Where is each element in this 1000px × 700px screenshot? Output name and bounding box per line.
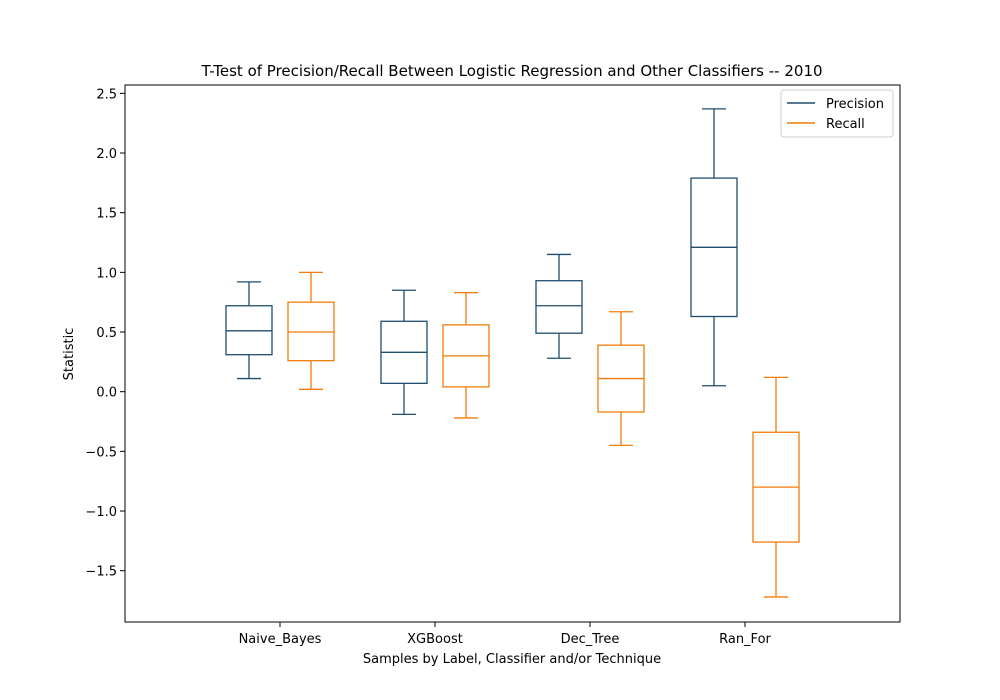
box-recall [597,311,645,447]
box-precision [380,289,428,416]
y-tick-label: 2.0 [96,147,117,162]
y-tick-label: 1.0 [96,266,117,281]
box-precision [690,108,738,387]
box-recall [287,271,335,390]
chart-title: T-Test of Precision/Recall Between Logis… [200,62,822,80]
y-tick-label: −1.5 [85,565,117,580]
x-axis-label: Samples by Label, Classifier and/or Tech… [363,652,661,667]
y-tick-label: 0.0 [96,386,117,401]
box-precision [225,281,273,380]
box-recall [442,291,490,419]
legend-label-recall: Recall [826,117,865,132]
x-tick-label: Naive_Bayes [239,632,322,647]
legend: Precision Recall [780,89,894,138]
x-tick-label: Ran_For [719,632,771,647]
box-recall [752,376,800,598]
x-tick-label: XGBoost [407,632,463,647]
box-precision [535,253,583,359]
plot-area [225,108,800,598]
y-tick-label: −1.0 [85,505,117,520]
y-axis-label: Statistic [62,328,77,381]
x-tick-label: Dec_Tree [561,632,620,647]
box-body [535,280,583,334]
x-axis: Naive_Bayes XGBoost Dec_Tree Ran_For [239,622,772,647]
y-axis: −1.5 −1.0 −0.5 0.0 0.5 1.0 1.5 2.0 2.5 [85,87,125,580]
y-tick-label: −0.5 [85,445,117,460]
y-tick-label: 2.5 [96,87,117,102]
y-tick-label: 1.5 [96,207,117,222]
y-tick-label: 0.5 [96,326,117,341]
axes-frame [124,84,901,623]
legend-frame [780,89,894,138]
legend-label-precision: Precision [826,97,884,112]
